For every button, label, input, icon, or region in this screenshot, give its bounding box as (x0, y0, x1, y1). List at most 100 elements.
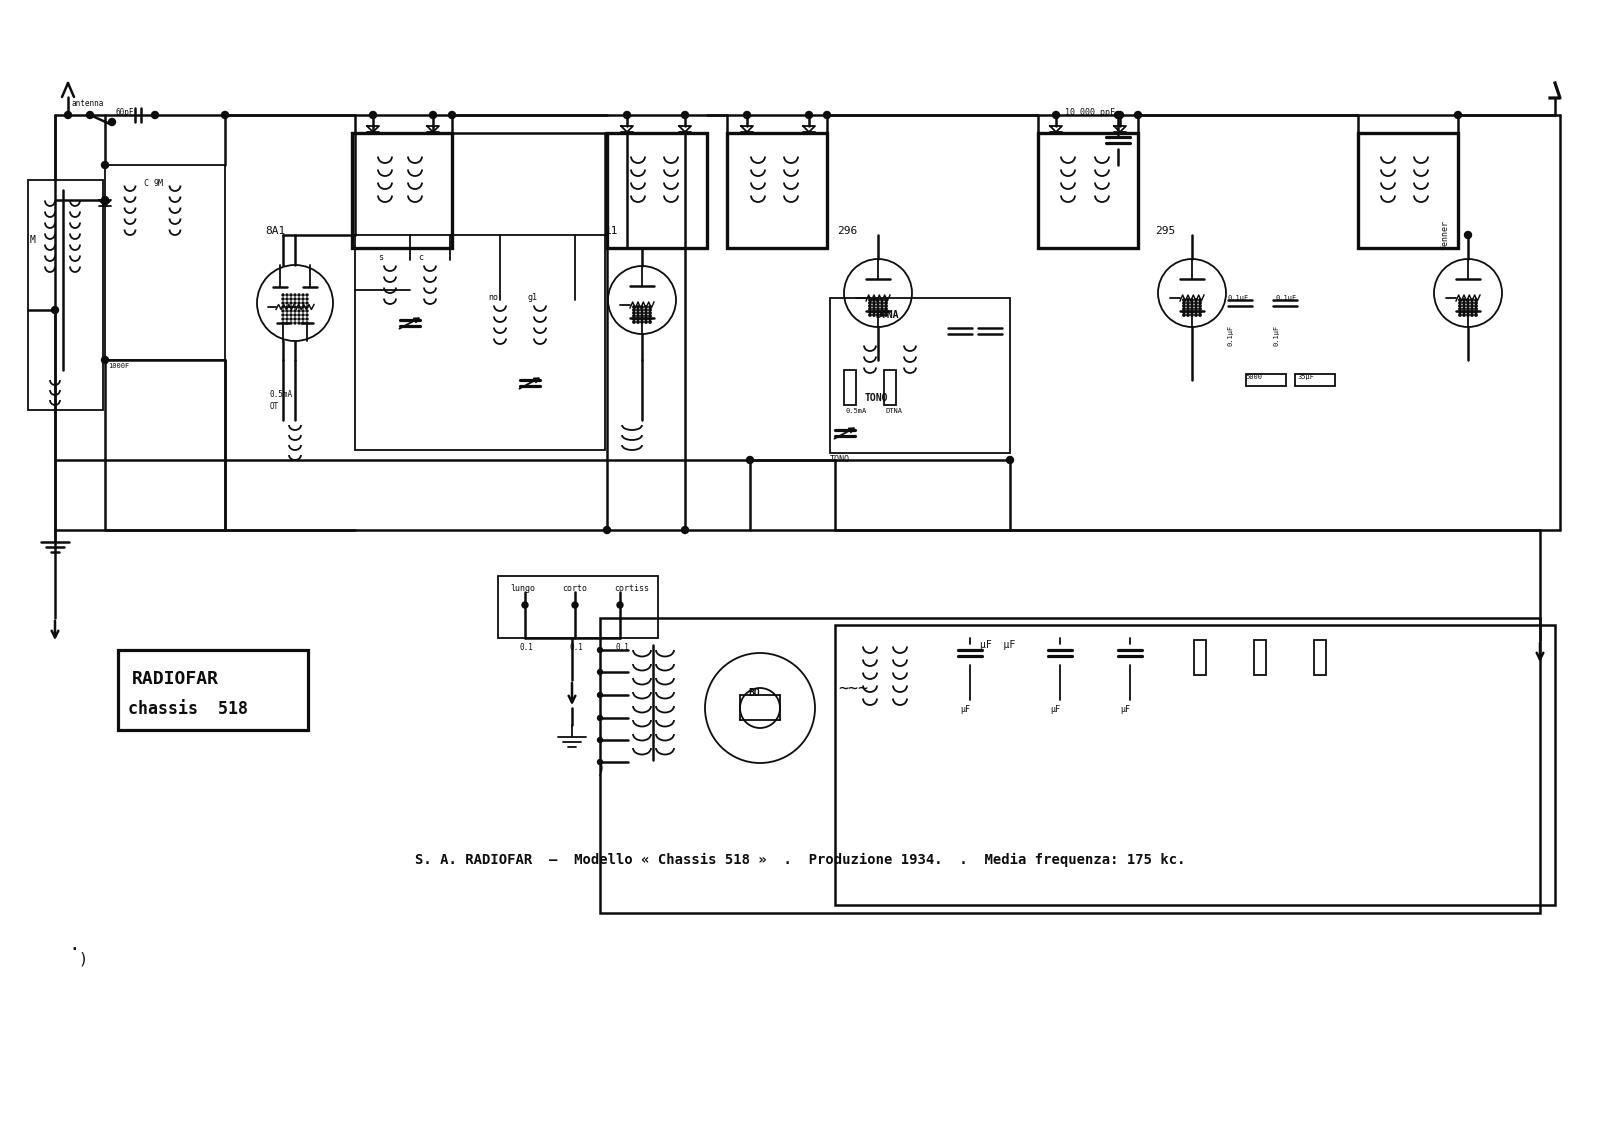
Circle shape (290, 307, 291, 308)
Text: s: s (378, 252, 382, 261)
Circle shape (645, 321, 646, 323)
Circle shape (1006, 457, 1013, 464)
Circle shape (1467, 308, 1469, 310)
Bar (883, 370, 896, 405)
Text: antenna: antenna (72, 100, 104, 107)
Circle shape (1198, 308, 1202, 310)
Circle shape (298, 318, 301, 320)
Circle shape (869, 304, 872, 308)
Circle shape (1470, 302, 1474, 304)
Circle shape (1470, 313, 1474, 317)
Text: 35μF: 35μF (1298, 374, 1315, 380)
Circle shape (306, 322, 307, 323)
Text: RADIOFAR: RADIOFAR (131, 670, 219, 688)
Circle shape (152, 112, 158, 119)
Circle shape (1467, 304, 1469, 308)
Circle shape (86, 112, 93, 119)
Circle shape (1195, 311, 1197, 313)
Text: no: no (488, 293, 498, 302)
Bar (726, 133, 827, 248)
Text: fenner: fenner (1440, 221, 1450, 250)
Circle shape (448, 112, 456, 119)
Circle shape (290, 318, 291, 320)
Circle shape (221, 112, 229, 119)
Bar (498, 576, 658, 638)
Circle shape (645, 305, 646, 309)
Circle shape (298, 297, 301, 300)
Text: TONO: TONO (830, 455, 850, 464)
Circle shape (302, 318, 304, 320)
Circle shape (101, 162, 109, 169)
Circle shape (1470, 299, 1474, 301)
Text: μF  μF: μF μF (979, 640, 1016, 650)
Text: 11: 11 (605, 226, 619, 236)
Text: DTNA: DTNA (875, 310, 899, 320)
Circle shape (1190, 304, 1194, 308)
Text: 296: 296 (837, 226, 858, 236)
Circle shape (632, 309, 635, 311)
Circle shape (51, 307, 59, 313)
Circle shape (874, 302, 875, 304)
Circle shape (1195, 308, 1197, 310)
Text: cortiss: cortiss (614, 584, 650, 593)
Circle shape (1462, 299, 1466, 301)
Bar (600, 618, 1539, 913)
Bar (830, 297, 1010, 454)
Circle shape (302, 314, 304, 316)
Bar (1246, 374, 1286, 386)
Circle shape (294, 302, 296, 304)
Circle shape (101, 356, 109, 363)
Circle shape (877, 299, 880, 301)
Text: 295: 295 (1155, 226, 1176, 236)
Circle shape (632, 314, 635, 317)
Circle shape (286, 310, 288, 312)
Circle shape (632, 321, 635, 323)
Circle shape (1454, 112, 1461, 119)
Circle shape (290, 297, 291, 300)
Text: corto: corto (562, 584, 587, 593)
Circle shape (1467, 299, 1469, 301)
Circle shape (1190, 302, 1194, 304)
Circle shape (1462, 313, 1466, 317)
Circle shape (1464, 232, 1472, 239)
Circle shape (1187, 313, 1189, 317)
Circle shape (877, 308, 880, 310)
Circle shape (298, 294, 301, 296)
Circle shape (618, 602, 622, 608)
Circle shape (874, 313, 875, 317)
Bar (355, 235, 605, 450)
Circle shape (1459, 311, 1461, 313)
Circle shape (282, 307, 285, 308)
Circle shape (1190, 313, 1194, 317)
Circle shape (1182, 299, 1186, 301)
Circle shape (302, 294, 304, 296)
Text: 0.5mA: 0.5mA (270, 390, 293, 399)
Circle shape (294, 322, 296, 323)
Circle shape (294, 310, 296, 312)
Circle shape (597, 737, 603, 742)
Circle shape (109, 119, 115, 126)
Circle shape (869, 302, 872, 304)
Text: ): ) (595, 760, 605, 778)
Bar (606, 133, 707, 248)
Circle shape (298, 314, 301, 316)
Circle shape (880, 311, 883, 313)
Bar (1038, 133, 1138, 248)
Circle shape (1195, 313, 1197, 317)
Circle shape (294, 318, 296, 320)
Circle shape (302, 322, 304, 323)
Circle shape (1190, 311, 1194, 313)
Circle shape (298, 310, 301, 312)
Circle shape (885, 302, 886, 304)
Circle shape (1198, 311, 1202, 313)
Circle shape (744, 112, 750, 119)
Circle shape (885, 304, 886, 308)
Circle shape (302, 297, 304, 300)
Circle shape (1182, 308, 1186, 310)
Circle shape (286, 297, 288, 300)
Circle shape (824, 112, 830, 119)
Circle shape (885, 299, 886, 301)
Circle shape (1195, 299, 1197, 301)
Circle shape (282, 302, 285, 304)
Text: μF: μF (1050, 705, 1059, 714)
